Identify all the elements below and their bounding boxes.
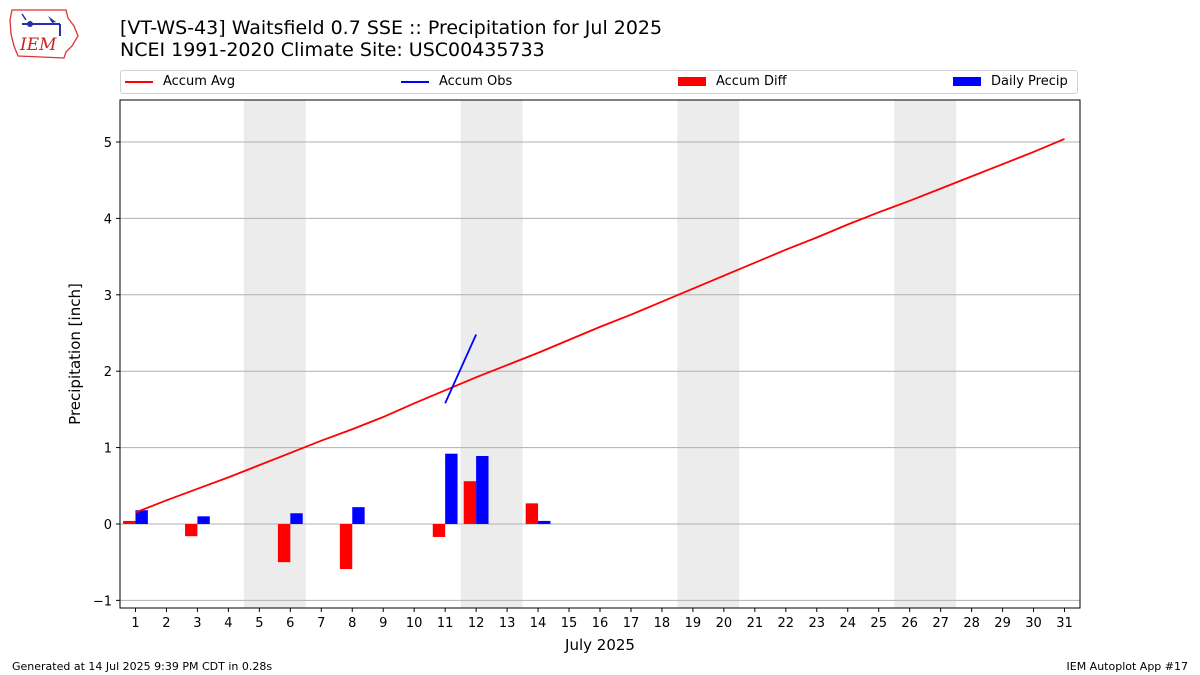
- x-tick-label: 4: [224, 616, 232, 631]
- x-tick-label: 28: [963, 616, 980, 631]
- x-tick-label: 19: [685, 616, 702, 631]
- weekend-band: [894, 100, 957, 608]
- x-tick-label: 29: [994, 616, 1011, 631]
- accum-obs-line: [444, 334, 477, 404]
- y-axis-label: Precipitation [inch]: [66, 283, 84, 425]
- accum-diff-bar: [463, 481, 477, 524]
- iem-logo: IEM: [9, 9, 79, 59]
- x-tick-label: 20: [716, 616, 733, 631]
- footer-generated: Generated at 14 Jul 2025 9:39 PM CDT in …: [12, 660, 273, 673]
- x-tick-label: 10: [406, 616, 423, 631]
- daily-precip-bar: [290, 513, 303, 524]
- x-tick-label: 9: [379, 616, 387, 631]
- legend-item-accum-obs: Accum Obs: [401, 74, 512, 89]
- legend-swatch-accum-obs: [401, 80, 429, 83]
- y-tick-label: 1: [104, 442, 112, 457]
- x-tick-label: 1: [131, 616, 139, 631]
- y-tick-label: 3: [104, 289, 112, 304]
- daily-precip-bar: [197, 516, 210, 524]
- daily-precip-bar: [135, 510, 148, 524]
- chart-subtitle: NCEI 1991-2020 Climate Site: USC00435733: [120, 39, 545, 61]
- x-tick-label: 30: [1025, 616, 1042, 631]
- accum-diff-bar: [432, 523, 446, 537]
- y-tick-label: 2: [104, 365, 112, 380]
- accum-diff-bar: [339, 523, 353, 570]
- x-tick-label: 25: [870, 616, 887, 631]
- y-tick-label: 0: [104, 518, 112, 533]
- legend-swatch-accum-diff: [678, 77, 706, 86]
- y-tick-label: 4: [104, 212, 112, 227]
- y-axis-ticks: −1 0 1 2 3 4 5: [93, 136, 120, 609]
- accum-avg-line: [135, 138, 1065, 514]
- accum-diff-bar: [277, 523, 291, 563]
- y-tick-label: 5: [104, 136, 112, 151]
- daily-precip-bar: [352, 507, 365, 524]
- footer-app: IEM Autoplot App #17: [1066, 660, 1189, 673]
- x-tick-label: 12: [468, 616, 485, 631]
- accum-diff-bar: [185, 523, 198, 537]
- bars: [123, 453, 551, 570]
- x-tick-label: 6: [286, 616, 294, 631]
- daily-precip-bar: [538, 520, 551, 524]
- legend-label-accum-obs: Accum Obs: [439, 74, 513, 89]
- x-tick-label: 13: [499, 616, 516, 631]
- x-tick-label: 7: [317, 616, 325, 631]
- x-tick-label: 18: [654, 616, 671, 631]
- accum-diff-bar: [123, 520, 136, 524]
- x-tick-label: 2: [162, 616, 170, 631]
- daily-precip-bar: [476, 455, 489, 524]
- weekend-band: [460, 100, 523, 608]
- x-tick-label: 15: [561, 616, 578, 631]
- x-tick-label: 21: [747, 616, 764, 631]
- x-tick-label: 16: [592, 616, 609, 631]
- weekend-band: [243, 100, 306, 608]
- lines: [135, 138, 1065, 514]
- legend-swatch-accum-avg: [125, 80, 153, 83]
- logo-text: IEM: [19, 35, 57, 55]
- x-tick-label: 17: [623, 616, 640, 631]
- weekend-band: [677, 100, 740, 608]
- y-tick-label: −1: [93, 594, 112, 609]
- legend-item-daily-precip: Daily Precip: [953, 74, 1068, 89]
- x-tick-label: 8: [348, 616, 356, 631]
- x-tick-label: 24: [839, 616, 856, 631]
- legend: Accum Avg Accum Obs Accum Diff Daily Pre…: [120, 70, 1078, 94]
- x-axis-label: July 2025: [564, 636, 635, 654]
- accum-diff-bar: [525, 503, 539, 524]
- x-tick-label: 11: [437, 616, 454, 631]
- legend-label-daily-precip: Daily Precip: [991, 74, 1068, 89]
- x-tick-label: 14: [530, 616, 547, 631]
- x-tick-label: 23: [809, 616, 826, 631]
- legend-swatch-daily-precip: [953, 77, 981, 86]
- x-tick-label: 27: [932, 616, 949, 631]
- x-tick-label: 22: [778, 616, 795, 631]
- legend-label-accum-avg: Accum Avg: [163, 74, 236, 89]
- x-tick-label: 5: [255, 616, 263, 631]
- daily-precip-bar: [445, 453, 458, 524]
- legend-label-accum-diff: Accum Diff: [716, 74, 787, 89]
- x-tick-label: 3: [193, 616, 201, 631]
- x-tick-label: 31: [1056, 616, 1073, 631]
- legend-item-accum-diff: Accum Diff: [678, 74, 787, 89]
- x-tick-label: 26: [901, 616, 918, 631]
- legend-item-accum-avg: Accum Avg: [125, 74, 235, 89]
- chart-title: [VT-WS-43] Waitsfield 0.7 SSE :: Precipi…: [120, 17, 663, 39]
- x-axis-ticks: 1 2 3 4 5 6 7 8 9 10 11 12 13 14 15 16 17 18 19 20 21 22 23 24 2…: [131, 608, 1073, 631]
